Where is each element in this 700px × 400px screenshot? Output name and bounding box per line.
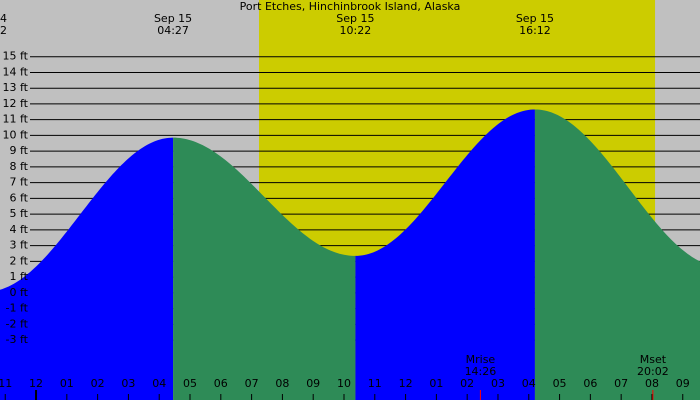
x-tick-label: 12 (29, 377, 43, 390)
x-tick-label: 08 (645, 377, 659, 390)
falling-tide (534, 109, 700, 400)
x-tick-label: 04 (522, 377, 536, 390)
x-tick-label: 01 (429, 377, 443, 390)
y-tick-label: 4 ft (10, 223, 29, 236)
extreme-time: 16:12 (519, 24, 551, 37)
x-tick-label: 06 (583, 377, 597, 390)
y-tick-label: -3 ft (6, 333, 29, 346)
y-tick-label: 5 ft (10, 207, 29, 220)
moon-label: Mset (640, 353, 667, 366)
extreme-date: Sep 15 (516, 12, 554, 25)
y-tick-label: 10 ft (3, 128, 29, 141)
x-tick-label: 03 (491, 377, 505, 390)
x-tick-label: 01 (60, 377, 74, 390)
y-tick-label: 2 ft (10, 254, 29, 267)
chart-title: Port Etches, Hinchinbrook Island, Alaska (240, 0, 461, 13)
x-tick-label: 05 (183, 377, 197, 390)
x-tick-label: 06 (214, 377, 228, 390)
y-tick-label: 14 ft (3, 65, 29, 78)
x-tick-label: 09 (676, 377, 690, 390)
y-tick-label: 9 ft (10, 144, 29, 157)
edge-label: 4 (0, 12, 7, 25)
y-tick-label: 12 ft (3, 97, 29, 110)
x-tick-label: 02 (91, 377, 105, 390)
x-tick-label: 04 (152, 377, 166, 390)
extreme-date: Sep 15 (336, 12, 374, 25)
extreme-date: Sep 15 (154, 12, 192, 25)
y-tick-label: 13 ft (3, 81, 29, 94)
y-tick-label: -2 ft (6, 317, 29, 330)
x-tick-label: 11 (0, 377, 12, 390)
y-tick-label: 8 ft (10, 160, 29, 173)
y-tick-label: 1 ft (10, 270, 29, 283)
edge-label: 2 (0, 24, 7, 37)
x-tick-label: 05 (553, 377, 567, 390)
moon-time: 20:02 (637, 365, 669, 378)
x-tick-label: 09 (306, 377, 320, 390)
y-tick-label: 3 ft (10, 239, 29, 252)
x-tick-label: 03 (121, 377, 135, 390)
x-tick-label: 10 (337, 377, 351, 390)
y-tick-label: 6 ft (10, 191, 29, 204)
y-tick-label: 7 ft (10, 176, 29, 189)
x-tick-label: 07 (614, 377, 628, 390)
x-tick-label: 08 (275, 377, 289, 390)
y-tick-label: 15 ft (3, 50, 29, 63)
moon-time: 14:26 (465, 365, 497, 378)
y-tick-label: 11 ft (3, 113, 29, 126)
x-tick-label: 12 (399, 377, 413, 390)
x-tick-label: 02 (460, 377, 474, 390)
x-tick-label: 11 (368, 377, 382, 390)
falling-tide (173, 137, 356, 400)
moon-label: Mrise (466, 353, 496, 366)
y-tick-label: 0 ft (10, 286, 29, 299)
extreme-time: 10:22 (340, 24, 372, 37)
y-tick-label: -1 ft (6, 302, 29, 315)
rising-tide (0, 137, 174, 400)
extreme-time: 04:27 (157, 24, 189, 37)
rising-tide (355, 109, 535, 400)
x-tick-label: 07 (245, 377, 259, 390)
